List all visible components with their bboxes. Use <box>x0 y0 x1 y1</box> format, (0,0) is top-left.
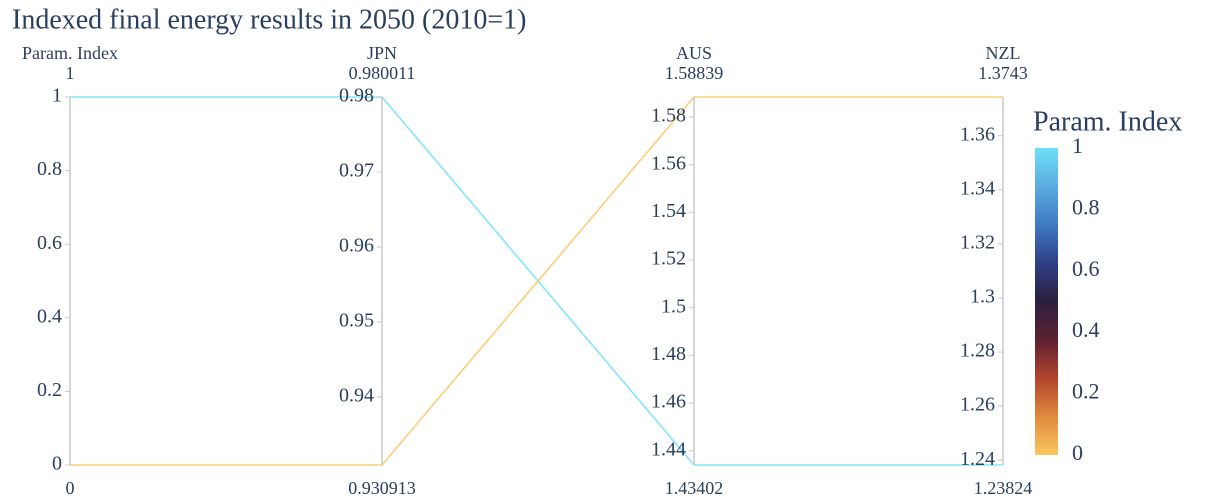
axis-label: JPN <box>367 43 397 63</box>
colorbar-tick-label: 0.4 <box>1072 317 1100 342</box>
colorbar <box>1035 148 1058 455</box>
tick-label: 1.46 <box>651 391 686 413</box>
tick-label: 1.24 <box>960 448 995 470</box>
tick-label: 1.32 <box>960 231 995 253</box>
tick-label: 1.56 <box>651 152 686 174</box>
axis-label: AUS <box>676 43 712 63</box>
tick-label: 1.5 <box>661 295 686 317</box>
colorbar-tick-label: 0 <box>1072 440 1083 465</box>
tick-label: 0.94 <box>339 384 374 406</box>
range-min-label: 0 <box>66 478 75 498</box>
range-min-label: 1.43402 <box>665 478 724 498</box>
colorbar-tick-label: 0.6 <box>1072 256 1100 281</box>
range-max-label: 1.58839 <box>665 63 724 83</box>
colorbar-tick-label: 1 <box>1072 133 1083 158</box>
tick-label: 0.8 <box>37 158 62 180</box>
data-line <box>70 96 1003 466</box>
tick-label: 1.34 <box>960 177 995 199</box>
colorbar-tick-label: 0.2 <box>1072 379 1100 404</box>
tick-label: 1.36 <box>960 123 995 145</box>
tick-label: 1.28 <box>960 340 995 362</box>
tick-label: 0.95 <box>339 310 374 332</box>
tick-label: 0.97 <box>339 160 374 182</box>
tick-label: 0 <box>52 453 62 475</box>
tick-label: 0.2 <box>37 379 62 401</box>
tick-label: 1.52 <box>651 248 686 270</box>
range-min-label: 0.930913 <box>348 478 416 498</box>
range-min-label: 1.23824 <box>974 478 1033 498</box>
tick-label: 1 <box>52 85 62 107</box>
tick-label: 1.58 <box>651 105 686 127</box>
tick-label: 0.98 <box>339 85 374 107</box>
axis-label: Param. Index <box>22 43 118 63</box>
tick-label: 0.4 <box>37 305 62 327</box>
axis-label: NZL <box>986 43 1021 63</box>
range-max-label: 1.3743 <box>978 63 1028 83</box>
tick-label: 0.96 <box>339 235 374 257</box>
colorbar-tick-label: 0.8 <box>1072 194 1100 219</box>
tick-label: 1.3 <box>970 286 995 308</box>
tick-label: 1.54 <box>651 200 686 222</box>
range-max-label: 1 <box>66 63 75 83</box>
data-line <box>70 96 1003 466</box>
range-max-label: 0.980011 <box>349 63 416 83</box>
tick-label: 0.6 <box>37 232 62 254</box>
tick-label: 1.26 <box>960 394 995 416</box>
tick-label: 1.48 <box>651 343 686 365</box>
tick-label: 1.44 <box>651 438 686 460</box>
colorbar-title: Param. Index <box>1033 106 1182 137</box>
chart-title: Indexed final energy results in 2050 (20… <box>12 4 527 35</box>
